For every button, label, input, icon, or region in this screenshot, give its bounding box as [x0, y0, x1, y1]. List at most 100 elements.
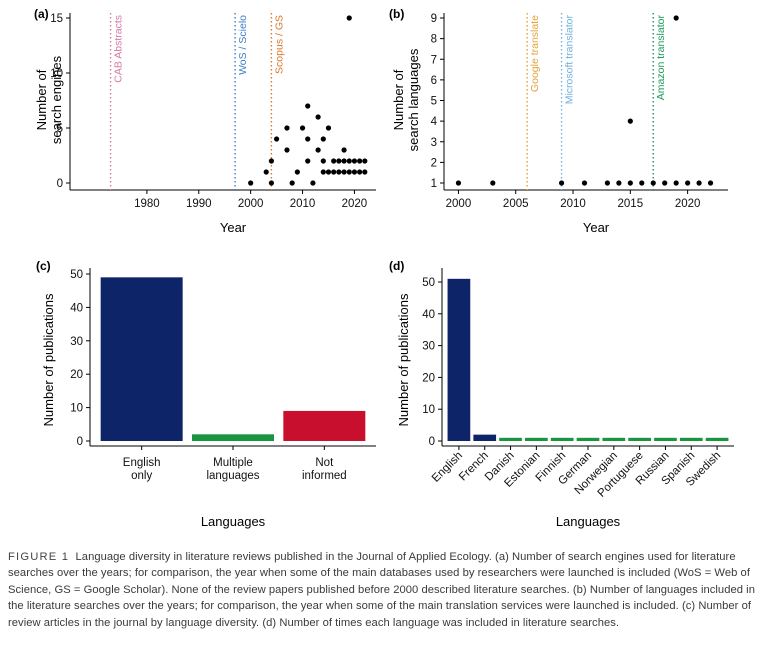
- bar: [679, 437, 703, 441]
- data-point: [662, 180, 668, 186]
- data-point: [336, 158, 342, 164]
- data-point: [346, 15, 352, 21]
- x-axis-title: Year: [220, 220, 247, 235]
- y-tick-label: 10: [422, 404, 435, 416]
- data-point: [696, 180, 702, 186]
- y-tick-label: 9: [431, 13, 437, 25]
- x-axis-title: Year: [583, 220, 610, 235]
- x-tick-label: 2010: [560, 198, 586, 210]
- event-label: Microsoft translator: [564, 15, 576, 105]
- event-label: CAB Abstracts: [113, 15, 125, 83]
- y-tick-label: 4: [431, 116, 438, 128]
- y-tick-label: 5: [57, 123, 63, 135]
- data-point: [673, 15, 679, 21]
- data-point: [673, 180, 679, 186]
- y-tick-label: 0: [77, 436, 83, 448]
- data-point: [336, 169, 342, 175]
- bar: [447, 278, 471, 441]
- data-point: [320, 158, 326, 164]
- y-tick-label: 40: [70, 302, 83, 314]
- y-axis-title: Number of: [34, 69, 49, 130]
- panel-label: (b): [389, 7, 404, 21]
- bar: [705, 437, 729, 441]
- data-point: [268, 158, 275, 164]
- x-tick-label: English: [123, 457, 161, 469]
- data-point: [325, 125, 332, 131]
- data-point: [362, 158, 368, 164]
- bar: [628, 437, 651, 441]
- data-point: [627, 180, 633, 186]
- bar: [283, 410, 366, 441]
- x-tick-label: only: [131, 470, 152, 482]
- x-tick-label: languages: [206, 470, 259, 482]
- caption-label: FIGURE 1: [8, 551, 70, 563]
- bar: [654, 437, 677, 441]
- data-point: [341, 169, 347, 175]
- y-tick-label: 8: [431, 34, 437, 46]
- data-point: [263, 169, 269, 175]
- bar: [192, 434, 274, 441]
- data-point: [616, 180, 622, 186]
- data-point: [351, 158, 358, 164]
- y-tick-label: 50: [422, 277, 435, 289]
- data-point: [581, 180, 588, 186]
- bar: [473, 434, 497, 441]
- x-tick-label: 2020: [342, 198, 368, 210]
- y-tick-label: 1: [431, 178, 437, 190]
- x-tick-label: English: [430, 450, 465, 485]
- y-tick-label: 0: [429, 436, 435, 448]
- data-point: [639, 180, 645, 186]
- y-axis-title: search engines: [49, 55, 64, 144]
- data-point: [320, 136, 326, 142]
- event-label: WoS / Scielo: [237, 15, 249, 75]
- figure-caption: FIGURE 1 Language diversity in literatur…: [8, 549, 758, 631]
- data-point: [315, 114, 321, 120]
- y-tick-label: 10: [70, 403, 83, 415]
- data-point: [357, 169, 363, 175]
- data-point: [707, 180, 714, 186]
- data-point: [351, 169, 358, 175]
- y-tick-label: 5: [431, 96, 437, 108]
- panel-label: (c): [36, 259, 51, 273]
- data-point: [346, 169, 352, 175]
- bar: [100, 277, 183, 441]
- panel-label: (a): [34, 7, 49, 21]
- y-tick-label: 50: [70, 269, 83, 281]
- data-point: [284, 147, 290, 153]
- bar: [525, 437, 548, 441]
- y-tick-label: 30: [422, 341, 435, 353]
- y-axis-title: Number of publications: [41, 293, 56, 426]
- data-point: [305, 158, 311, 164]
- data-point: [685, 180, 691, 186]
- data-point: [248, 180, 254, 186]
- x-tick-label: 2020: [675, 198, 701, 210]
- event-label: Amazon translator: [655, 15, 667, 101]
- x-tick-label: Multiple: [213, 457, 253, 469]
- data-point: [320, 169, 326, 175]
- data-point: [315, 147, 321, 153]
- data-point: [305, 103, 311, 109]
- data-point: [305, 136, 311, 142]
- y-axis-title: Number of publications: [396, 293, 411, 426]
- data-point: [289, 180, 295, 186]
- panel-label: (d): [389, 259, 404, 273]
- data-point: [299, 125, 306, 131]
- data-point: [604, 180, 611, 186]
- data-point: [310, 180, 316, 186]
- panel-d: (d)01020304050EnglishFrenchDanishEstonia…: [389, 259, 734, 529]
- bar: [550, 437, 574, 441]
- bar: [576, 437, 600, 441]
- data-point: [341, 158, 347, 164]
- caption-text: Language diversity in literature reviews…: [8, 551, 755, 629]
- data-point: [331, 158, 337, 164]
- y-tick-label: 6: [431, 75, 437, 87]
- y-tick-label: 40: [422, 309, 435, 321]
- y-tick-label: 15: [50, 13, 63, 25]
- data-point: [331, 169, 337, 175]
- panel-b: (b) 1 2 3 4 5 6 7 8 9 2000 2005 2010 2015 2020 Google t…: [389, 7, 728, 235]
- data-point: [357, 158, 363, 164]
- data-point: [284, 125, 290, 131]
- y-tick-label: 2: [431, 157, 437, 169]
